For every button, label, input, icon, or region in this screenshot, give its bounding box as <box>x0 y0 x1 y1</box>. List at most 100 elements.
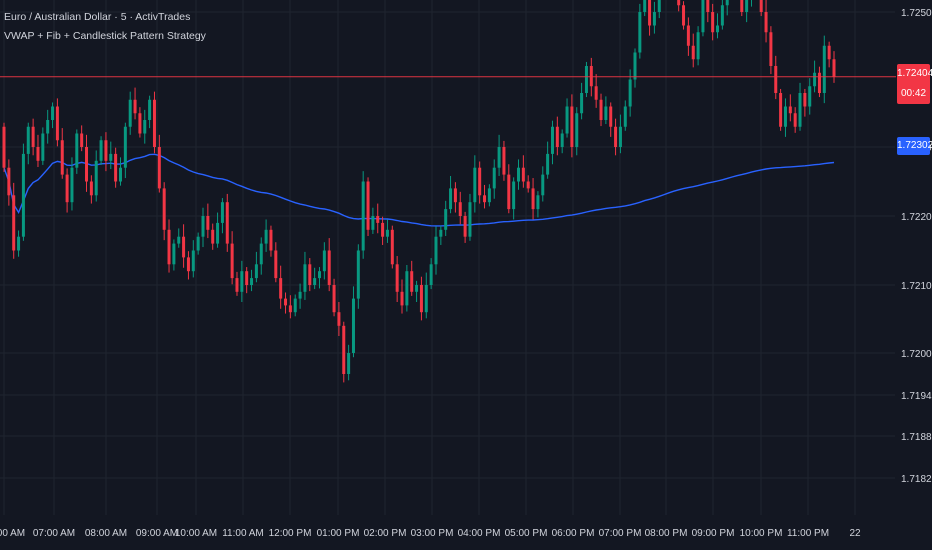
candle <box>55 98 59 147</box>
candle-body <box>822 45 826 93</box>
candle-body <box>118 167 122 182</box>
candle-body <box>211 229 215 244</box>
x-tick-label: 06:00 PM <box>552 528 595 539</box>
candle <box>75 129 79 174</box>
candle <box>410 260 414 296</box>
candle-body <box>381 222 385 237</box>
candle-body <box>138 113 142 134</box>
candle-body <box>560 133 564 147</box>
candle-body <box>779 93 783 127</box>
candle <box>546 141 550 179</box>
candle-body <box>473 167 477 203</box>
candle <box>211 223 215 250</box>
candle-body <box>682 5 686 26</box>
candle-body <box>827 45 831 60</box>
candle-body <box>648 0 652 26</box>
candle-body <box>512 181 516 210</box>
candle-body <box>478 167 482 196</box>
candle-body <box>284 298 288 306</box>
candle <box>706 0 710 23</box>
candle <box>143 109 147 144</box>
candle-body <box>143 120 147 134</box>
x-tick-label: 08:00 PM <box>645 528 688 539</box>
candle-body <box>36 147 40 161</box>
candle-body <box>26 126 30 154</box>
candle <box>118 157 122 186</box>
candle <box>138 107 142 138</box>
candle-body <box>463 216 467 237</box>
candle-body <box>196 236 200 251</box>
x-tick-label: 10:00 AM <box>175 528 217 539</box>
candle <box>507 164 511 214</box>
candle <box>609 102 613 137</box>
candle <box>720 0 724 30</box>
candle <box>390 225 394 269</box>
candle <box>536 191 540 218</box>
candle <box>182 224 186 268</box>
candle <box>172 239 176 271</box>
candle-body <box>769 32 773 66</box>
candle <box>36 134 40 168</box>
y-tick-label: 1.71940 <box>901 391 932 402</box>
candle-body <box>580 93 584 114</box>
candle <box>449 175 453 214</box>
candle-body <box>764 12 768 33</box>
candle-body <box>453 188 457 203</box>
candle <box>711 3 715 41</box>
strategy-title[interactable]: VWAP + Fib + Candlestick Pattern Strateg… <box>4 30 206 42</box>
candle <box>293 294 297 317</box>
candle <box>322 242 326 280</box>
x-tick-label: 01:00 PM <box>317 528 360 539</box>
candle-body <box>245 271 249 285</box>
candle <box>26 122 30 165</box>
candle <box>512 177 516 220</box>
candle <box>769 26 773 75</box>
candle <box>696 26 700 66</box>
candle-body <box>424 285 428 313</box>
vwap-line <box>3 153 835 227</box>
candle-body <box>327 250 331 285</box>
candle <box>458 191 462 225</box>
candle <box>303 251 307 300</box>
candle-body <box>638 12 642 53</box>
candle <box>235 271 239 296</box>
candle-body <box>2 126 6 168</box>
candle-body <box>575 113 579 147</box>
x-tick-label: 08:00 AM <box>85 528 127 539</box>
candle-body <box>240 271 244 292</box>
candle-body <box>711 12 715 33</box>
candle-body <box>366 181 370 230</box>
candle-body <box>691 45 695 60</box>
candle <box>254 251 258 283</box>
candle-body <box>570 106 574 147</box>
x-tick-label: 10:00 PM <box>740 528 783 539</box>
candle <box>186 251 190 280</box>
candle <box>342 321 346 383</box>
candle-body <box>832 59 836 77</box>
vwap-value: 1.72302 <box>897 140 932 151</box>
candle-body <box>405 271 409 306</box>
candle-body <box>371 216 375 230</box>
candle-body <box>21 153 25 237</box>
candle <box>240 260 244 302</box>
candle <box>405 264 409 312</box>
candle-body <box>308 264 312 285</box>
candle <box>618 114 622 154</box>
candle-body <box>293 298 297 313</box>
candle-body <box>813 72 817 87</box>
candle-body <box>720 5 724 26</box>
candle <box>788 94 792 122</box>
candle <box>259 237 263 275</box>
symbol-title[interactable]: Euro / Australian Dollar · 5 · ActivTrad… <box>4 11 191 23</box>
candle-body <box>201 216 205 237</box>
candle <box>114 147 118 188</box>
candle <box>759 0 763 17</box>
candle-body <box>599 99 603 120</box>
candle-body <box>303 264 307 292</box>
candle <box>46 109 50 144</box>
candle <box>779 88 783 131</box>
candle-body <box>546 153 550 175</box>
candle-body <box>235 278 239 292</box>
